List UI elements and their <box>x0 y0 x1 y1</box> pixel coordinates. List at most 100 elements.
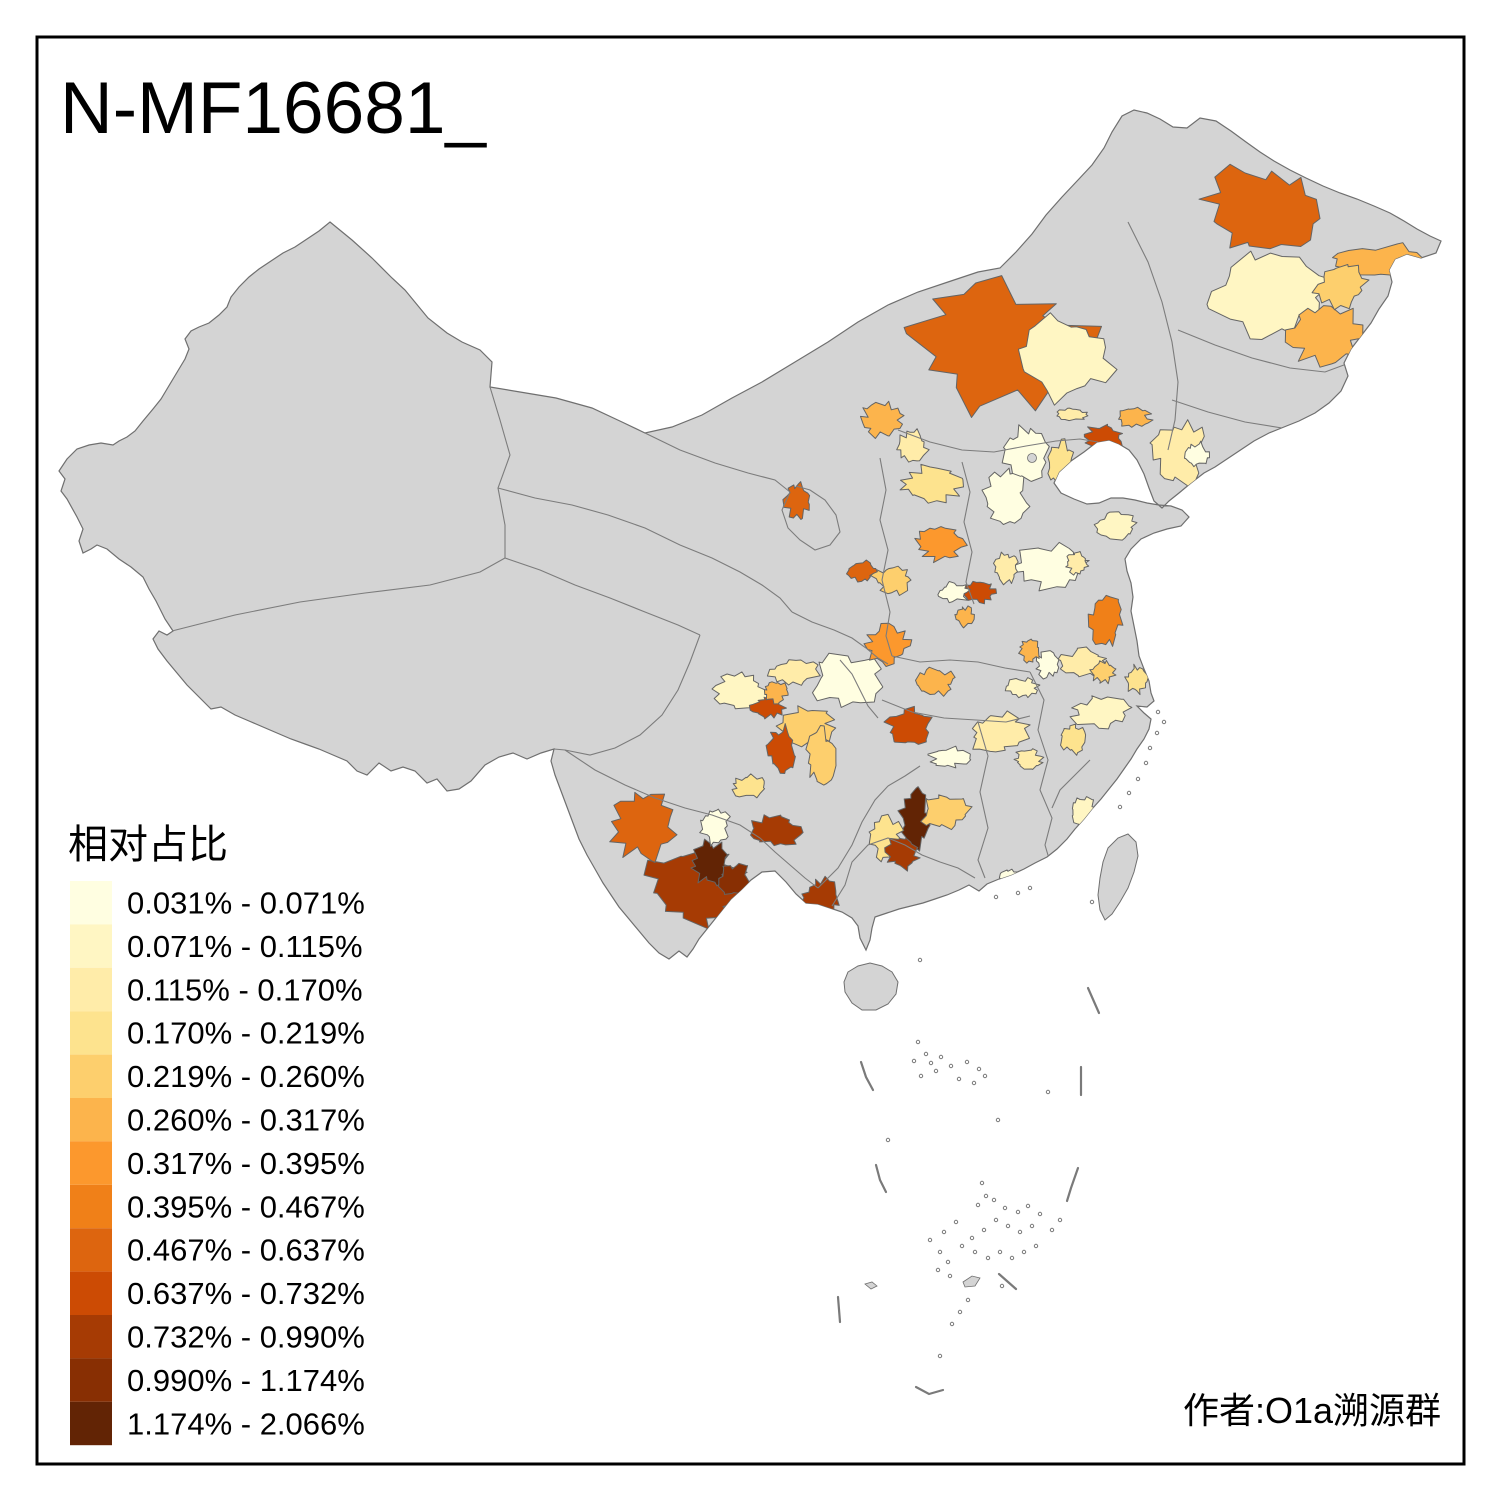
map-region <box>1118 406 1154 428</box>
island-dot <box>964 1059 970 1065</box>
island-dot <box>1015 890 1021 896</box>
map-region <box>927 745 972 769</box>
legend-swatch <box>70 1271 112 1315</box>
map-region <box>765 723 796 774</box>
island-dot <box>945 1259 951 1265</box>
island-dot <box>1126 790 1132 796</box>
map-region <box>860 400 905 439</box>
nine-dash-segment <box>859 1060 875 1092</box>
island-dot <box>911 1058 917 1064</box>
map-region <box>1198 163 1321 250</box>
map-region <box>1060 723 1087 756</box>
province-border <box>817 765 921 889</box>
island-dot <box>927 1237 933 1243</box>
island-dot <box>959 1243 965 1249</box>
province-border <box>1029 671 1053 863</box>
island-dot <box>885 1137 891 1143</box>
island-dot <box>1135 776 1141 782</box>
map-region <box>870 565 912 596</box>
legend: 相对占比 0.031% - 0.071% 0.071% - 0.115% 0.115… <box>68 823 365 1446</box>
legend-label: 0.219% - 0.260% <box>127 1059 365 1094</box>
island-dot <box>993 1217 999 1223</box>
island-dot <box>947 1273 953 1279</box>
island-dot <box>937 1353 943 1359</box>
island-dot <box>985 1255 991 1261</box>
legend-label: 0.170% - 0.219% <box>127 1016 365 1051</box>
legend-label: 0.467% - 0.637% <box>127 1233 365 1268</box>
island-dot <box>1021 1249 1027 1255</box>
legend-swatch <box>70 881 112 925</box>
island-dot <box>993 894 999 900</box>
legend-swatch <box>70 1141 112 1185</box>
island-dot <box>1005 1223 1011 1229</box>
map-region <box>763 681 789 705</box>
island-dot <box>1057 1217 1063 1223</box>
island-dot <box>928 1060 934 1066</box>
hainan-island <box>843 962 899 1011</box>
nine-dash-segment <box>997 1272 1018 1291</box>
map-region <box>914 526 968 564</box>
minor-island <box>962 1275 981 1288</box>
island-dot <box>991 1197 997 1203</box>
map-region <box>1065 551 1090 576</box>
province-border <box>781 485 841 551</box>
island-dot <box>1154 730 1160 736</box>
map-region <box>1018 638 1040 664</box>
taiwan-island <box>1097 833 1139 921</box>
province-border <box>977 721 989 879</box>
province-border <box>961 461 975 605</box>
province-border <box>897 429 1099 453</box>
nine-dash-segment <box>914 1385 945 1396</box>
island-dot <box>969 1235 975 1241</box>
map-region <box>937 581 971 604</box>
province-border <box>831 837 976 907</box>
map-region <box>609 791 678 863</box>
island-dot <box>1045 1089 1051 1095</box>
legend-label: 0.031% - 0.071% <box>127 886 365 921</box>
province-border <box>839 659 879 719</box>
province-border <box>879 457 893 657</box>
province-border <box>1177 329 1353 373</box>
island-dot <box>965 1297 971 1303</box>
legend-swatch <box>70 967 112 1012</box>
island-dot <box>1155 709 1161 715</box>
map-region <box>1184 440 1210 468</box>
map-region <box>766 659 821 686</box>
map-region <box>884 837 921 872</box>
figure-title: N-MF16681_ <box>60 68 487 149</box>
map-region <box>897 786 931 854</box>
legend-label: 0.260% - 0.317% <box>127 1103 365 1138</box>
map-region <box>883 705 933 745</box>
legend-label: 0.317% - 0.395% <box>127 1146 365 1181</box>
legend-label: 0.395% - 0.467% <box>127 1189 365 1224</box>
island-dot <box>1027 885 1033 891</box>
nine-dash-segment <box>1086 986 1101 1015</box>
island-dot <box>976 1066 982 1072</box>
province-borders-layer <box>167 221 1353 907</box>
map-region <box>896 428 930 463</box>
legend-swatch <box>70 1098 112 1142</box>
island-dot <box>1161 719 1167 725</box>
province-border <box>881 699 1031 723</box>
province-border <box>1051 759 1091 809</box>
map-region <box>1311 264 1370 311</box>
map-region <box>812 652 884 708</box>
map-region <box>1093 511 1138 541</box>
province-border <box>1127 221 1179 451</box>
island-dot <box>1143 760 1149 766</box>
map-region <box>899 463 964 504</box>
island-dot <box>938 1054 944 1060</box>
map-region <box>750 814 804 847</box>
island-dot <box>1029 1223 1035 1229</box>
legend-label: 0.990% - 1.174% <box>127 1363 365 1398</box>
map-region <box>846 559 878 583</box>
legend-label: 0.115% - 0.170% <box>127 972 363 1007</box>
map-region <box>954 605 975 629</box>
island-dot <box>953 1219 959 1225</box>
map-region <box>1004 677 1041 699</box>
map-region <box>1013 748 1045 770</box>
legend-label: 0.071% - 0.115% <box>127 929 363 964</box>
island-dot <box>1033 1243 1039 1249</box>
province-border <box>791 611 889 665</box>
